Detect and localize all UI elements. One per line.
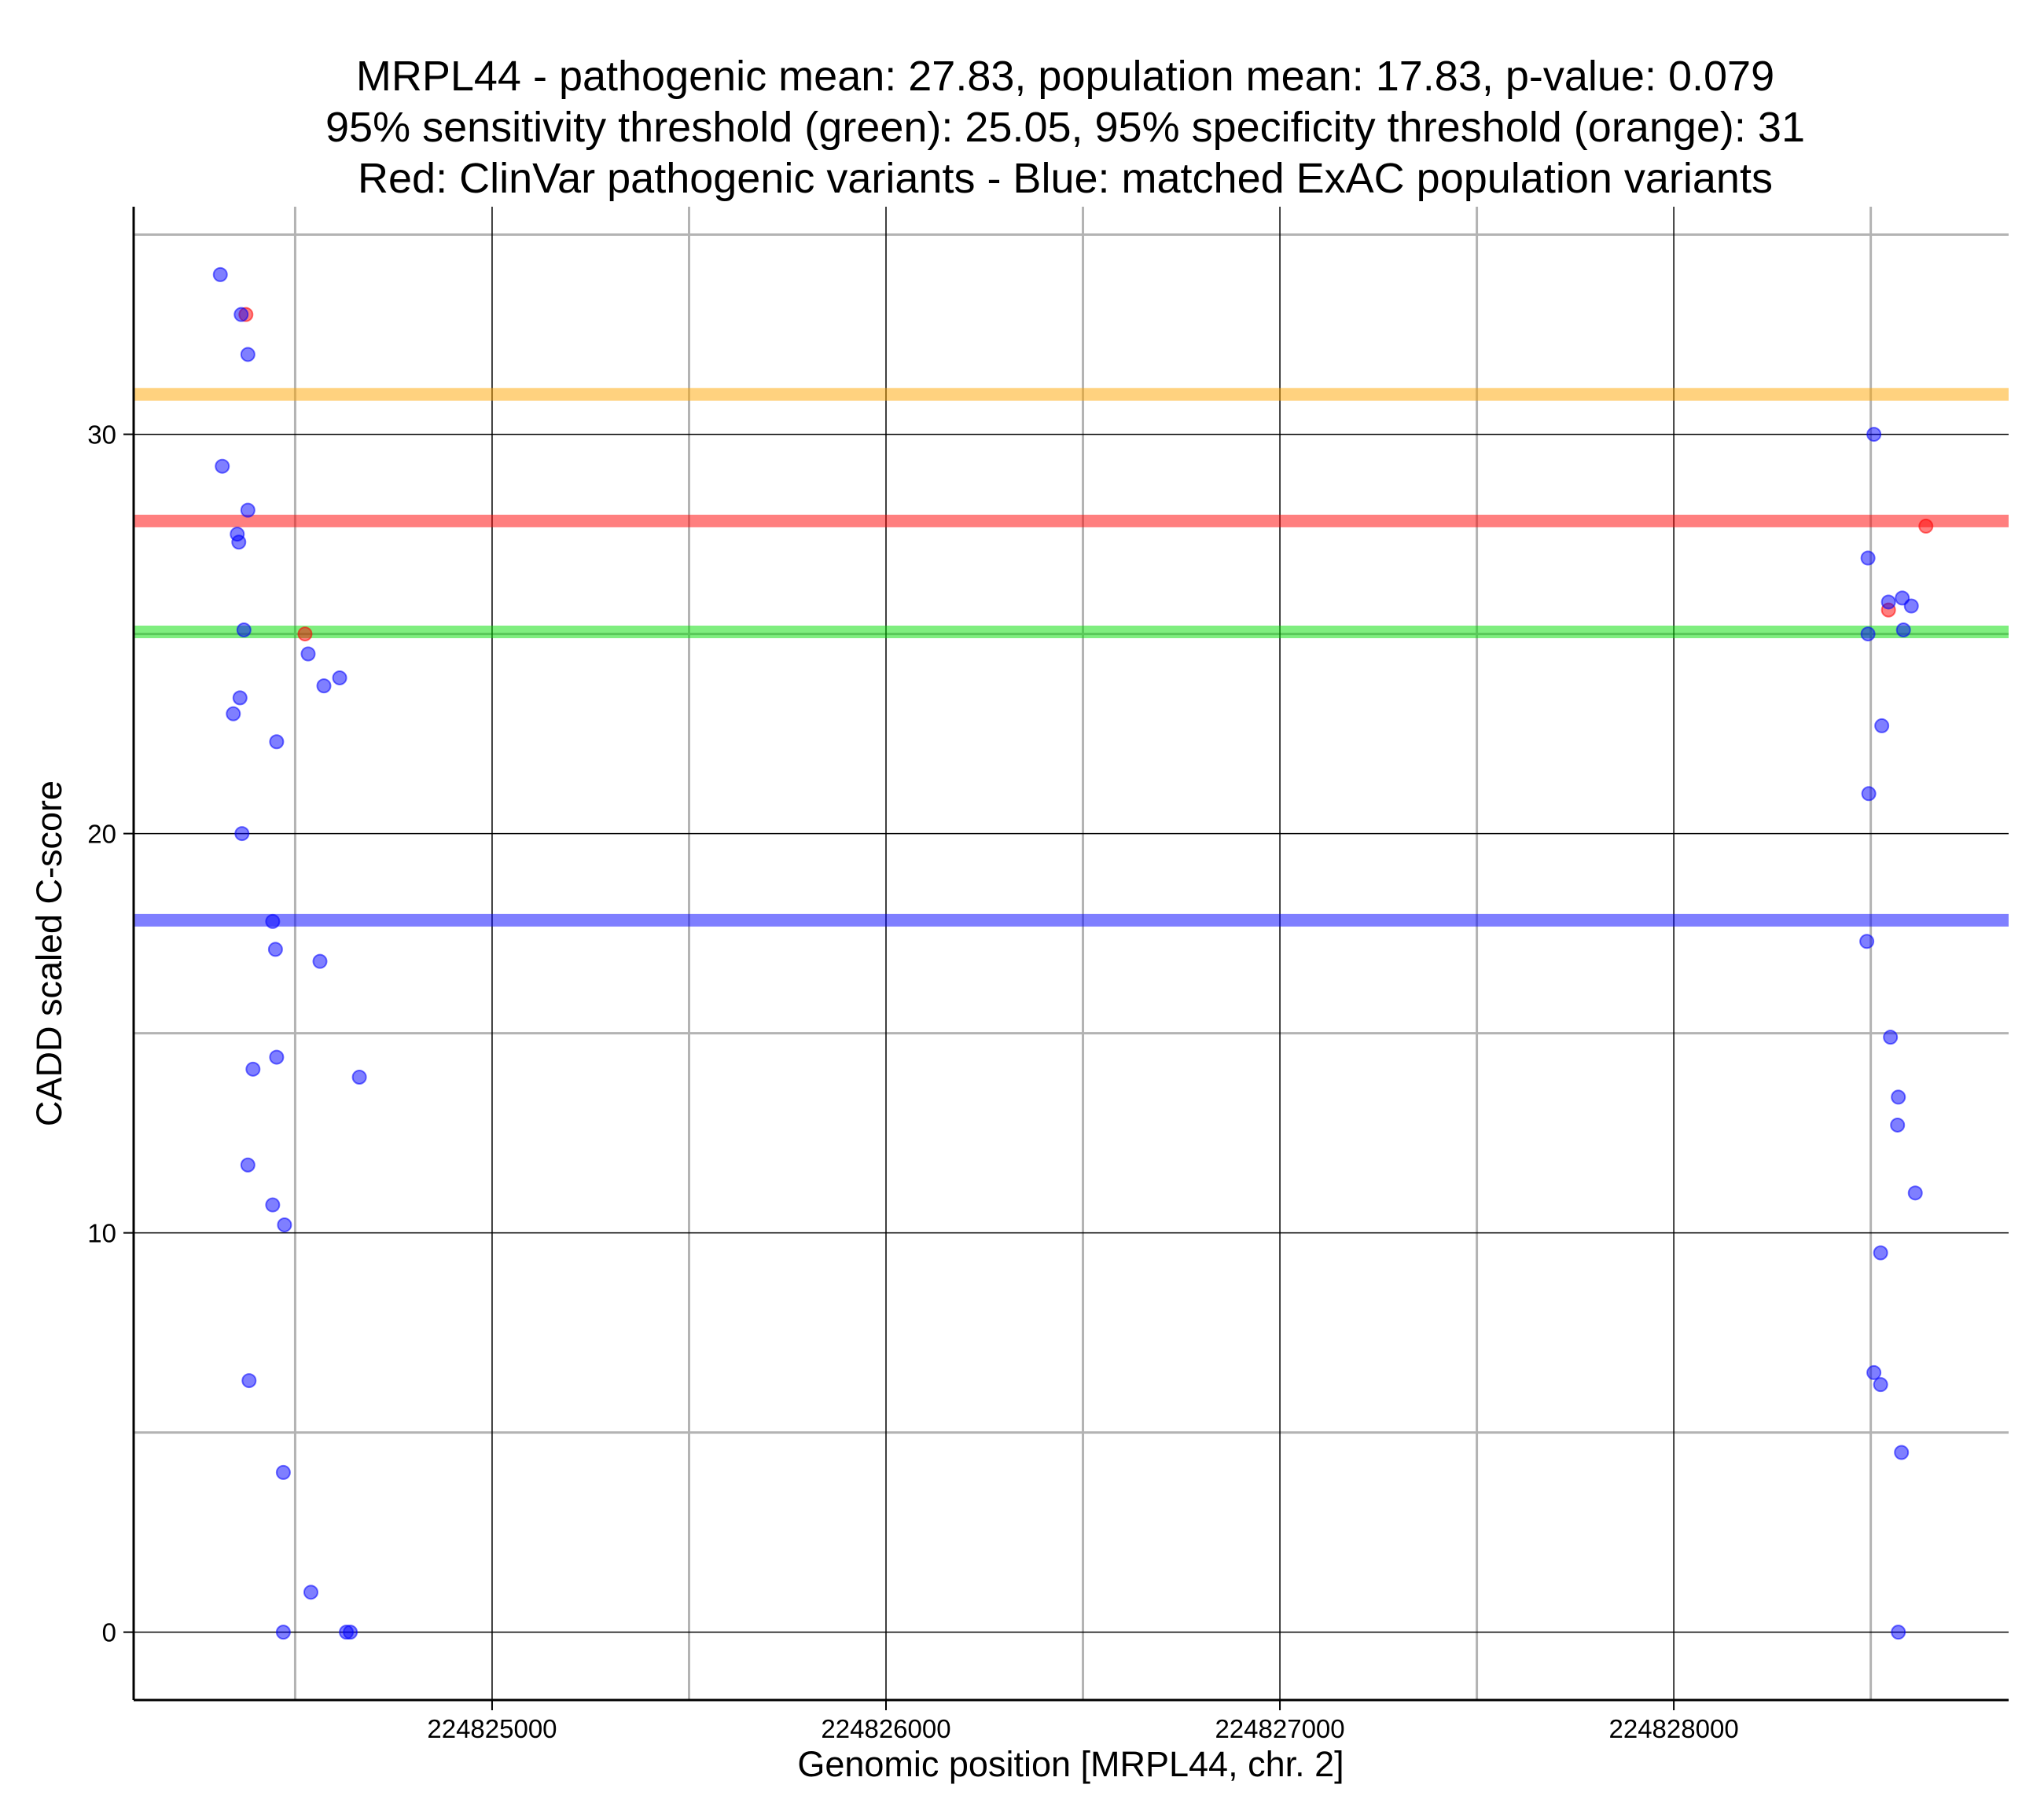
exac-population-point xyxy=(1873,1377,1888,1393)
exac-population-point xyxy=(343,1625,358,1640)
exac-population-point xyxy=(277,1217,292,1232)
exac-population-point xyxy=(234,826,250,842)
exac-population-point xyxy=(215,458,230,474)
chart-title-line-2: 95% sensitivity threshold (green): 25.05… xyxy=(325,104,1805,151)
exac-population-point xyxy=(265,913,281,929)
exac-population-point xyxy=(1861,786,1877,802)
x-axis-label: Genomic position [MRPL44, chr. 2] xyxy=(797,1744,1344,1784)
exac-population-point xyxy=(1873,1245,1888,1261)
exac-population-point xyxy=(1894,1445,1910,1460)
chart-title-line-1: MRPL44 - pathogenic mean: 27.83, populat… xyxy=(356,53,1774,100)
reference-lines xyxy=(134,387,2009,927)
exac-population-point xyxy=(351,1069,367,1085)
exac-population-point xyxy=(275,1625,291,1640)
exac-population-point xyxy=(1866,427,1882,442)
exac-population-point xyxy=(1907,1185,1923,1201)
exac-population-point xyxy=(1859,934,1875,949)
exac-population-point xyxy=(265,1197,281,1213)
exac-population-point xyxy=(240,502,256,518)
exac-population-point xyxy=(245,1061,261,1077)
exac-population-point xyxy=(231,534,247,550)
exac-population-point xyxy=(232,690,248,706)
exac-population-point xyxy=(1860,550,1876,566)
exac-population-point xyxy=(1880,594,1896,610)
exac-population-point xyxy=(1903,598,1919,614)
clinvar-pathogenic-point xyxy=(1918,518,1934,534)
exac-population-point xyxy=(300,646,316,662)
exac-population-point xyxy=(1895,622,1911,638)
exac-population-point xyxy=(226,706,241,722)
exac-population-point xyxy=(1891,1089,1906,1105)
axes xyxy=(132,207,2009,1702)
exac-population-point xyxy=(241,1373,257,1389)
x-tick-label: 224826000 xyxy=(821,1714,950,1743)
y-axis-ticks: 0 10 20 30 xyxy=(87,420,134,1647)
y-tick-label: 30 xyxy=(87,420,116,450)
exac-population-point xyxy=(233,307,249,322)
exac-population-point xyxy=(332,670,347,685)
exac-population-point xyxy=(316,678,332,694)
exac-population-point xyxy=(1874,718,1890,733)
exac-population-point xyxy=(1883,1030,1899,1045)
x-tick-label: 224827000 xyxy=(1215,1714,1344,1743)
exac-population-point xyxy=(236,622,252,638)
exac-population-point xyxy=(1890,1117,1906,1133)
exac-population-point xyxy=(240,347,256,362)
x-tick-label: 224825000 xyxy=(427,1714,557,1743)
y-axis-label: CADD scaled C-score xyxy=(29,780,69,1126)
chart-title: MRPL44 - pathogenic mean: 27.83, populat… xyxy=(325,53,1805,202)
exac-population-point xyxy=(269,1049,285,1065)
clinvar-pathogenic-point xyxy=(297,626,313,642)
chart-title-line-3: Red: ClinVar pathogenic variants - Blue:… xyxy=(358,155,1773,202)
major-gridlines xyxy=(134,207,2009,1700)
exac-population-point xyxy=(312,953,328,969)
exac-population-point xyxy=(1866,1364,1882,1380)
minor-gridlines xyxy=(134,207,2009,1700)
data-points xyxy=(212,266,1934,1640)
y-tick-label: 20 xyxy=(87,820,116,849)
exac-population-point xyxy=(275,1464,291,1480)
exac-population-point xyxy=(212,266,228,282)
exac-population-point xyxy=(240,1157,256,1173)
exac-population-point xyxy=(269,734,285,750)
exac-population-point xyxy=(1860,626,1876,642)
exac-population-point xyxy=(267,942,283,957)
x-tick-label: 224828000 xyxy=(1609,1714,1739,1743)
exac-population-point xyxy=(1891,1625,1906,1640)
exac-population-point xyxy=(303,1584,318,1600)
y-tick-label: 0 xyxy=(102,1618,116,1647)
y-tick-label: 10 xyxy=(87,1219,116,1248)
x-axis-ticks: 224825000 224826000 224827000 224828000 xyxy=(427,1700,1739,1743)
